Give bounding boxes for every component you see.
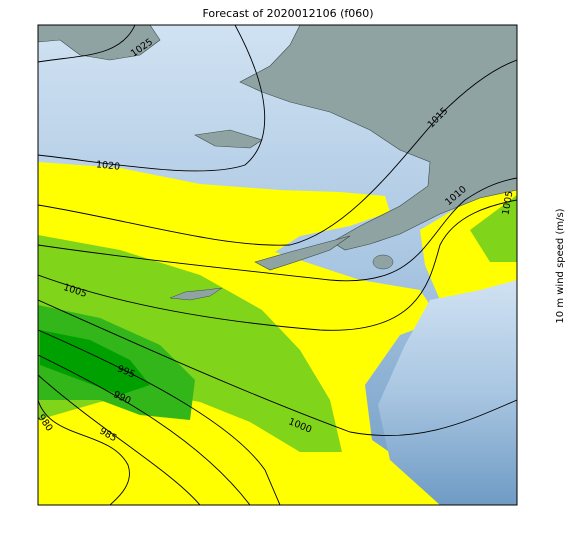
- isobar-label: 1020: [95, 159, 120, 172]
- ocean: [378, 280, 517, 505]
- isobar: [38, 354, 251, 505]
- isobar: [38, 329, 281, 505]
- land: [194, 129, 263, 149]
- land: [254, 235, 351, 271]
- isobar: [38, 59, 517, 246]
- isobar-label: 1005: [500, 190, 515, 216]
- map-frame: [37, 24, 518, 506]
- isobar: [38, 199, 517, 331]
- wind-area: [470, 195, 517, 262]
- isobar: [38, 177, 517, 282]
- land: [372, 254, 394, 270]
- isobar: [38, 299, 517, 436]
- wind-area: [40, 330, 150, 395]
- land: [169, 287, 223, 301]
- isobar: [38, 399, 130, 505]
- isobar: [38, 25, 136, 63]
- isobar: [38, 25, 266, 172]
- map: [38, 25, 517, 505]
- colorbar-label: 10 m wind speed (m/s): [555, 208, 566, 323]
- isobar: [38, 374, 201, 505]
- title: Forecast of 2020012106 (f060): [202, 7, 373, 20]
- land: [239, 25, 517, 251]
